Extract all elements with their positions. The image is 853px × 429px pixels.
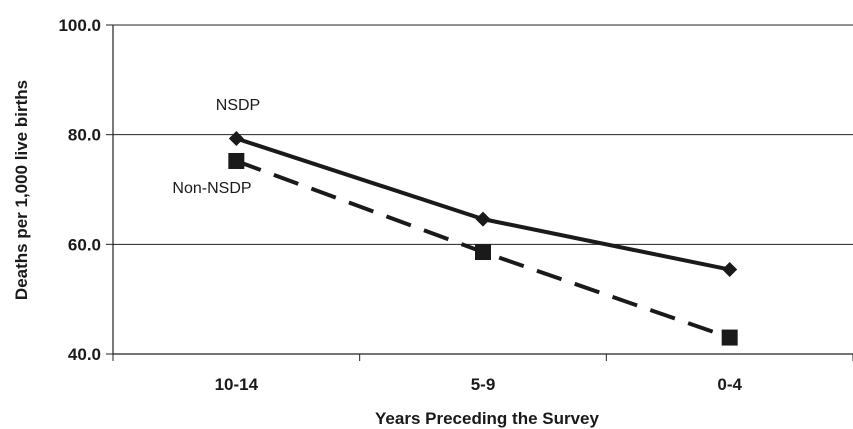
series-non-nsdp — [228, 152, 738, 346]
series-label-non-nsdp: Non-NSDP — [172, 180, 251, 197]
axes — [106, 24, 853, 361]
x-axis-title: Years Preceding the Survey — [375, 409, 599, 428]
data-point-diamond — [475, 211, 491, 227]
y-tick-label: 60.0 — [68, 235, 101, 254]
x-tick-label: 5-9 — [471, 375, 496, 394]
data-point-diamond — [228, 131, 244, 147]
series-label-nsdp: NSDP — [216, 97, 260, 114]
tick-labels: 40.0 60.0 80.0 100.0 10-14 5-9 0-4 — [58, 16, 742, 394]
y-tick-label: 40.0 — [68, 345, 101, 364]
x-tick-label: 10-14 — [215, 375, 259, 394]
y-tick-label: 100.0 — [58, 16, 101, 35]
series — [228, 131, 738, 346]
gridlines — [113, 24, 853, 245]
y-tick-label: 80.0 — [68, 126, 101, 145]
data-point-diamond — [722, 262, 738, 278]
series-labels: NSDP Non-NSDP — [172, 97, 260, 197]
y-axis-title: Deaths per 1,000 live births — [12, 80, 31, 300]
x-tick-label: 0-4 — [717, 375, 742, 394]
data-point-square — [475, 244, 491, 261]
data-point-square — [228, 152, 245, 169]
series-nsdp — [228, 131, 738, 278]
data-point-square — [721, 329, 738, 346]
